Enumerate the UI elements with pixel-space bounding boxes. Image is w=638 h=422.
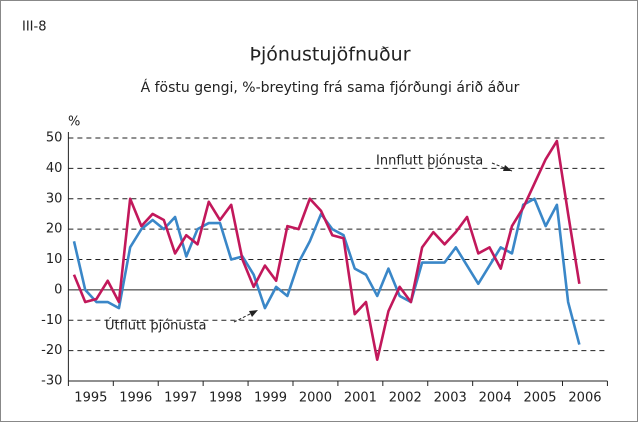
y-tick-label: -30 xyxy=(41,374,62,389)
y-tick-label: 20 xyxy=(46,222,63,237)
y-tick-label: -10 xyxy=(41,313,62,328)
x-tick-label: 1999 xyxy=(254,391,287,406)
annotation: Innflutt þjónusta xyxy=(376,154,483,169)
chart-subtitle: Á föstu gengi, %-breyting frá sama fjórð… xyxy=(141,79,520,96)
y-tick-label: 50 xyxy=(46,131,63,146)
x-tick-label: 1995 xyxy=(74,391,107,406)
arrow-head xyxy=(249,310,258,317)
figure-label: III-8 xyxy=(22,20,46,35)
x-tick-label: 2005 xyxy=(523,391,556,406)
y-tick-label: -20 xyxy=(41,343,62,358)
x-tick-label: 2004 xyxy=(479,391,512,406)
arrow-head xyxy=(503,165,512,171)
x-tick-label: 2001 xyxy=(344,391,377,406)
y-tick-label: 40 xyxy=(46,161,63,176)
y-tick-label: 10 xyxy=(46,252,63,267)
x-tick-label: 1997 xyxy=(164,391,197,406)
y-tick-label: 0 xyxy=(54,282,62,297)
y-axis-label: % xyxy=(68,115,80,130)
x-tick-label: 2002 xyxy=(389,391,422,406)
x-tick-label: 1998 xyxy=(209,391,242,406)
x-tick-label: 2006 xyxy=(568,391,601,406)
chart-title: Þjónustujöfnuður xyxy=(249,44,410,66)
annotation: Útflutt þjónusta xyxy=(105,318,207,334)
series-line xyxy=(72,139,581,362)
x-tick-label: 2003 xyxy=(434,391,467,406)
x-tick-label: 1996 xyxy=(119,391,152,406)
x-tick-label: 2000 xyxy=(299,391,332,406)
y-tick-label: 30 xyxy=(46,191,63,206)
